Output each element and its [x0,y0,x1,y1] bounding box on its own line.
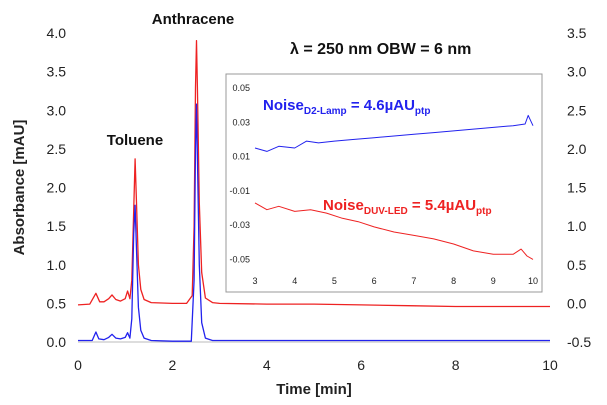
y-tick-label: 3.0 [47,102,67,118]
toluene-label: Toluene [107,132,163,149]
noise-duv-led-label: NoiseDUV-LED = 5.4µAUptp [323,197,492,217]
inset-y-tick-label: 0.03 [232,117,250,127]
inset-y-tick-label: -0.05 [229,254,250,264]
inset-y-tick-label: 0.01 [232,152,250,162]
y2-tick-label: 1.5 [567,180,587,196]
y2-tick-label: 0.5 [567,257,587,273]
y2-tick-label: 1.0 [567,218,587,234]
y-tick-label: 4.0 [47,25,67,41]
inset-frame [225,73,543,293]
x-tick-label: 10 [542,357,558,373]
inset-series-line-1 [254,114,534,152]
inset-x-tick-label: 4 [292,276,297,286]
y-tick-label: 2.0 [47,180,67,196]
inset-series-line-2 [254,202,534,260]
y-tick-label: 3.5 [47,64,67,80]
y-axis-title: Absorbance [mAU] [11,120,28,256]
y-tick-label: 0.0 [47,334,67,350]
y2-tick-label: 0.0 [567,295,587,311]
x-tick-label: 0 [74,357,82,373]
y2-tick-label: 2.5 [567,102,587,118]
y2-tick-label: 3.0 [567,64,587,80]
anthracene-label: Anthracene [152,11,235,28]
noise-inset-plot: 3 4 5 6 7 8 9 10 0.05 0.03 0.01 -0.01 -0.03 -0.05 Nois… [225,73,543,293]
noise-d2-lamp-label: NoiseD2-Lamp = 4.6µAUptp [263,97,430,117]
y2-tick-label: 3.5 [567,25,587,41]
conditions-label: λ = 250 nm OBW = 6 nm [290,41,471,58]
x-tick-label: 4 [263,357,271,373]
x-tick-label: 2 [169,357,177,373]
inset-x-tick-label: 10 [528,276,538,286]
y-tick-label: 1.0 [47,257,67,273]
y-tick-label: 1.5 [47,218,67,234]
inset-y-tick-label: -0.01 [229,186,250,196]
series-line-2 [78,103,550,342]
inset-x-tick-label: 9 [491,276,496,286]
inset-x-tick-label: 3 [252,276,257,286]
inset-x-tick-label: 7 [411,276,416,286]
inset-x-tick-label: 6 [372,276,377,286]
main-plot-area: 0 2 4 6 8 10 0.0 0.5 1.0 1.5 2.0 2.5 3.0 3.5 4.0 -0.5 0.… [11,11,591,398]
y-tick-label: 2.5 [47,141,67,157]
x-tick-label: 6 [357,357,365,373]
y2-tick-label: -0.5 [567,334,591,350]
inset-x-tick-label: 8 [451,276,456,286]
y-tick-label: 0.5 [47,295,67,311]
x-tick-label: 8 [452,357,460,373]
inset-y-tick-label: -0.03 [229,220,250,230]
y2-tick-label: 2.0 [567,141,587,157]
series-line-1 [77,40,550,308]
x-axis-title: Time [min] [276,381,352,398]
inset-y-tick-label: 0.05 [232,83,250,93]
inset-x-tick-label: 5 [332,276,337,286]
